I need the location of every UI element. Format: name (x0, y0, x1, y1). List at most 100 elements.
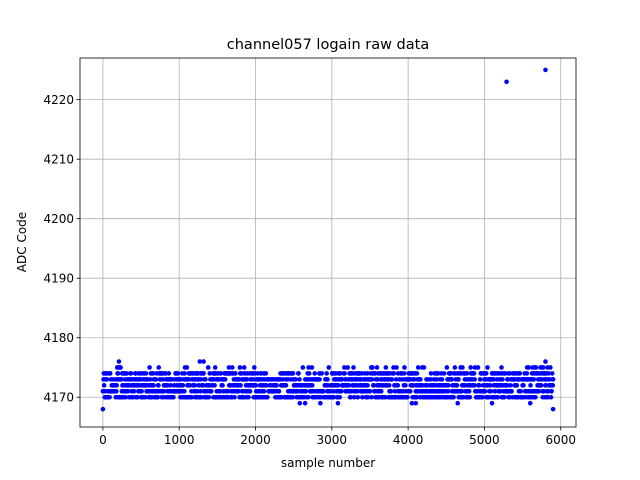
y-tick-label: 4220 (43, 93, 74, 107)
x-tick-label: 3000 (317, 433, 348, 447)
data-point (459, 388, 465, 394)
data-point (335, 383, 341, 388)
data-point (263, 371, 269, 376)
data-point (246, 394, 251, 400)
data-point (383, 365, 389, 370)
data-point (233, 371, 238, 376)
data-point (317, 377, 322, 382)
data-point (115, 371, 121, 376)
data-point (492, 388, 498, 394)
data-point (360, 394, 365, 400)
data-point (411, 377, 417, 382)
data-point (153, 377, 159, 382)
outlier-point (409, 400, 415, 406)
data-point (351, 394, 357, 400)
data-point (456, 377, 461, 382)
data-point (546, 371, 551, 376)
data-point (355, 394, 361, 400)
data-point (143, 394, 148, 400)
data-point (391, 371, 397, 376)
data-point (371, 383, 377, 388)
data-point (156, 365, 162, 370)
data-point (107, 371, 113, 376)
outlier-point (550, 406, 556, 412)
data-point (464, 371, 470, 376)
data-point (536, 388, 542, 394)
data-point (378, 388, 384, 394)
data-point (338, 371, 343, 376)
data-point (150, 371, 156, 376)
data-point (309, 365, 315, 370)
data-point (296, 371, 301, 376)
outlier-point (527, 400, 533, 406)
data-point (118, 365, 123, 370)
data-point (348, 394, 353, 400)
outlier-point (413, 400, 419, 406)
data-point (139, 388, 144, 394)
data-point (485, 365, 490, 370)
data-point (374, 365, 380, 370)
data-point (508, 383, 513, 388)
outlier-point (297, 400, 303, 406)
data-point (331, 388, 336, 394)
data-point (225, 388, 231, 394)
y-tick-label: 4190 (43, 272, 74, 286)
data-point (460, 365, 465, 370)
data-point (342, 365, 347, 370)
data-point (386, 383, 392, 388)
data-point (319, 371, 325, 376)
data-point (428, 371, 434, 376)
data-point (325, 377, 330, 382)
data-point (194, 388, 200, 394)
data-points (100, 67, 556, 412)
outlier-point (201, 359, 206, 364)
outlier-point (318, 400, 323, 406)
data-point (421, 365, 427, 370)
data-point (388, 388, 394, 394)
data-point (156, 383, 161, 388)
data-point (467, 394, 473, 400)
y-tick-label: 4210 (43, 152, 74, 166)
data-point (123, 394, 129, 400)
data-point (441, 371, 447, 376)
data-point (541, 365, 546, 370)
data-point (414, 394, 419, 400)
x-tick-label: 2000 (240, 433, 271, 447)
data-point (218, 371, 224, 376)
data-point (175, 371, 181, 376)
data-point (226, 365, 232, 370)
data-point (212, 365, 218, 370)
data-point (263, 383, 269, 388)
data-point (207, 371, 213, 376)
data-point (346, 383, 352, 388)
data-point (495, 394, 501, 400)
data-point (131, 388, 137, 394)
data-point (365, 394, 371, 400)
data-point (504, 383, 510, 388)
data-point (342, 371, 347, 376)
data-point (471, 371, 477, 376)
data-point (339, 377, 345, 382)
data-point (168, 383, 173, 388)
data-point (180, 383, 186, 388)
data-point (428, 377, 434, 382)
data-point (189, 394, 195, 400)
data-point (220, 383, 225, 388)
data-point (161, 388, 166, 394)
data-point (369, 394, 374, 400)
outlier-point (116, 359, 122, 364)
data-point (186, 377, 191, 382)
data-point (364, 371, 370, 376)
data-point (251, 365, 257, 370)
y-tick-label: 4170 (43, 391, 74, 405)
data-point (521, 383, 526, 388)
data-point (237, 365, 243, 370)
x-tick-label: 6000 (545, 433, 576, 447)
data-point (230, 365, 235, 370)
data-point (480, 394, 485, 400)
x-tick-label: 5000 (469, 433, 500, 447)
data-point (375, 377, 380, 382)
data-point (192, 383, 198, 388)
data-point (236, 388, 241, 394)
data-point (482, 388, 488, 394)
